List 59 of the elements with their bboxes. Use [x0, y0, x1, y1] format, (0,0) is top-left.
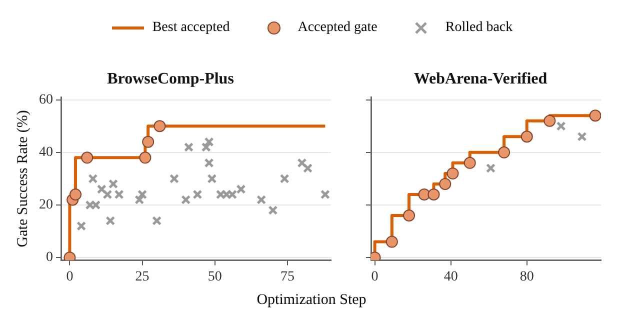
point [320, 190, 330, 200]
point [81, 152, 94, 164]
point [169, 174, 180, 184]
point [386, 236, 398, 248]
point [268, 205, 278, 216]
point [464, 156, 476, 169]
point [106, 216, 116, 226]
y-tick-label: 60 [39, 92, 53, 108]
point [108, 179, 118, 189]
point [428, 188, 440, 200]
x-axis-title: Optimization Step [256, 292, 368, 309]
x-tick-label: 0 [66, 269, 74, 284]
point [114, 190, 124, 200]
point [302, 163, 313, 173]
legend-label: Best accepted [152, 20, 230, 36]
point [228, 190, 238, 200]
point [102, 190, 112, 200]
point [204, 158, 214, 168]
point [589, 110, 601, 122]
x-tick-label: 75 [280, 269, 294, 284]
point [256, 194, 266, 205]
point [207, 174, 217, 184]
point [486, 163, 496, 173]
point [280, 174, 290, 184]
point [577, 132, 587, 142]
point [192, 190, 202, 200]
x-tick-label: 25 [135, 269, 150, 284]
x-tick-label: 50 [208, 269, 222, 284]
point [139, 152, 152, 164]
chart-title: BrowseComp-Plus [107, 70, 234, 88]
x-tick-label: 40 [444, 269, 458, 284]
point [76, 221, 86, 231]
point [403, 210, 416, 222]
point [184, 142, 194, 152]
y-tick-label: 40 [39, 145, 53, 160]
point [556, 121, 566, 131]
y-tick-label: 20 [39, 198, 53, 213]
legend-label: Rolled back [445, 20, 513, 36]
point [236, 184, 246, 194]
point [88, 174, 98, 184]
chart-title: WebArena-Verified [414, 70, 548, 88]
point [439, 178, 452, 190]
y-axis-title: Gate Success Rate (%) [14, 110, 31, 248]
point [544, 114, 556, 127]
point [96, 184, 106, 194]
point [418, 188, 430, 200]
point [446, 167, 459, 180]
x-tick-label: 0 [371, 269, 378, 284]
point [181, 194, 191, 205]
x-tick-label: 80 [520, 269, 534, 284]
point [498, 146, 510, 158]
point [70, 188, 82, 200]
point [142, 136, 154, 148]
point [297, 158, 307, 168]
legend-label: Accepted gate [298, 20, 378, 36]
point [152, 216, 162, 226]
y-tick-label: 0 [46, 250, 53, 266]
point [154, 120, 166, 132]
point [520, 130, 533, 143]
